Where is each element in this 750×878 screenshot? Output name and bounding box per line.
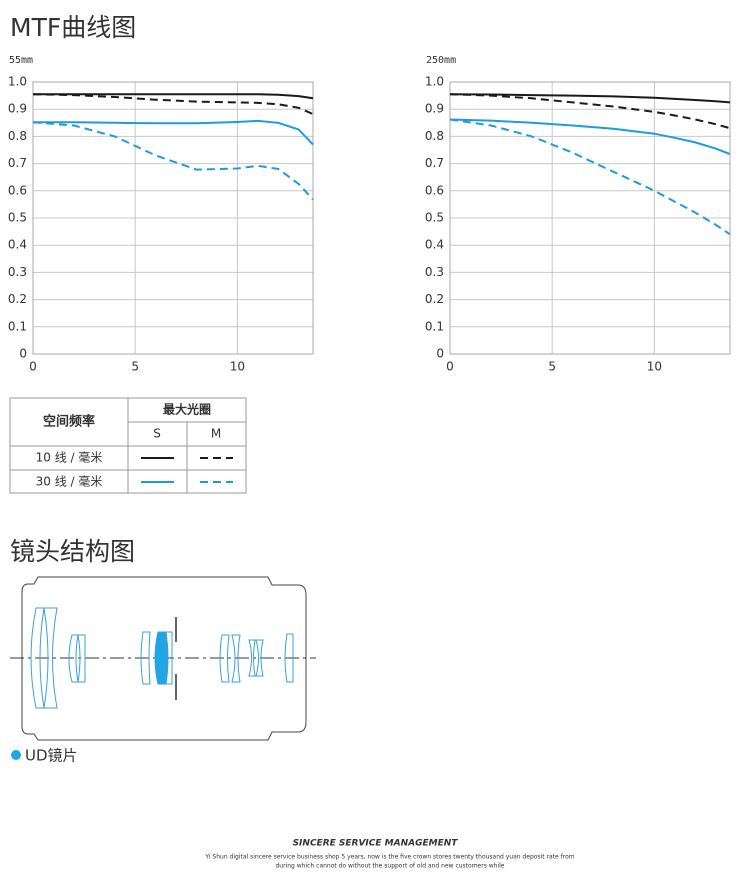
y-tick-label: 0.1: [8, 319, 27, 333]
mtf-line: [449, 118, 731, 156]
ud-lens-element: [154, 631, 169, 685]
lens-element: [140, 631, 151, 685]
y-tick-label: 0.2: [425, 292, 444, 306]
y-tick-label: 1.0: [425, 75, 444, 89]
y-tick-label: 1.0: [8, 75, 27, 89]
y-tick-label: 0.7: [425, 156, 444, 170]
table-header: 最大光圈: [163, 402, 211, 417]
y-tick-label: 0: [19, 347, 27, 361]
y-tick-label: 0.4: [425, 238, 444, 252]
x-tick-label: 5: [548, 360, 556, 374]
lens-element: [77, 634, 86, 683]
y-tick-label: 0.9: [425, 102, 444, 116]
mtf-line: [32, 93, 314, 116]
chart-subtitle: 55mm: [9, 55, 33, 66]
y-tick-label: 0.9: [8, 102, 27, 116]
y-tick-label: 0: [436, 347, 444, 361]
y-tick-label: 0.6: [425, 183, 444, 197]
chart-subtitle: 250mm: [426, 55, 456, 66]
section-title: 镜头结构图: [10, 537, 135, 566]
y-tick-label: 0.8: [8, 129, 27, 143]
lens-element: [255, 639, 264, 677]
footer-text: during which cannot do without the suppo…: [276, 863, 505, 870]
y-tick-label: 0.8: [425, 129, 444, 143]
y-tick-label: 0.2: [8, 292, 27, 306]
x-tick-label: 5: [131, 360, 139, 374]
lens-element: [219, 634, 230, 683]
y-tick-label: 0.1: [425, 319, 444, 333]
y-tick-label: 0.7: [8, 156, 27, 170]
table-row-label: 30 线 / 毫米: [36, 474, 103, 489]
legend-table: [9, 397, 247, 494]
ud-legend-dot: [11, 750, 21, 760]
y-tick-label: 0.3: [425, 265, 444, 279]
table-header: 空间频率: [43, 414, 95, 430]
lens-element: [231, 634, 241, 683]
y-tick-label: 0.5: [8, 211, 27, 225]
lens-diagram: [10, 576, 316, 741]
x-tick-label: 10: [230, 360, 245, 374]
lens-element: [248, 639, 256, 677]
footer-title: SINCERE SERVICE MANAGEMENT: [293, 839, 459, 849]
lens-barrel: [21, 576, 307, 741]
y-tick-label: 0.5: [425, 211, 444, 225]
lens-element: [43, 607, 58, 709]
x-tick-label: 10: [647, 360, 662, 374]
table-row-label: 10 线 / 毫米: [36, 450, 103, 465]
plot-frame: [32, 81, 314, 355]
table-header: M: [211, 427, 221, 441]
lens-element: [284, 633, 294, 683]
mtf-line: [449, 118, 731, 236]
section-title: MTF曲线图: [10, 13, 136, 42]
plot-frame: [449, 81, 731, 355]
table-header: S: [153, 427, 161, 441]
y-tick-label: 0.4: [8, 238, 27, 252]
x-tick-label: 0: [446, 360, 454, 374]
mtf-line: [449, 93, 731, 130]
mtf-line: [449, 93, 731, 104]
mtf-line: [32, 121, 314, 201]
lens-element: [163, 631, 173, 685]
y-tick-label: 0.6: [8, 183, 27, 197]
footer-text: Yi Shun digital sincere service business…: [204, 854, 574, 861]
ud-legend-label: UD镜片: [25, 747, 78, 765]
mtf-line: [33, 119, 314, 146]
x-tick-label: 0: [29, 360, 37, 374]
y-tick-label: 0.3: [8, 265, 27, 279]
mtf-line: [33, 93, 314, 100]
